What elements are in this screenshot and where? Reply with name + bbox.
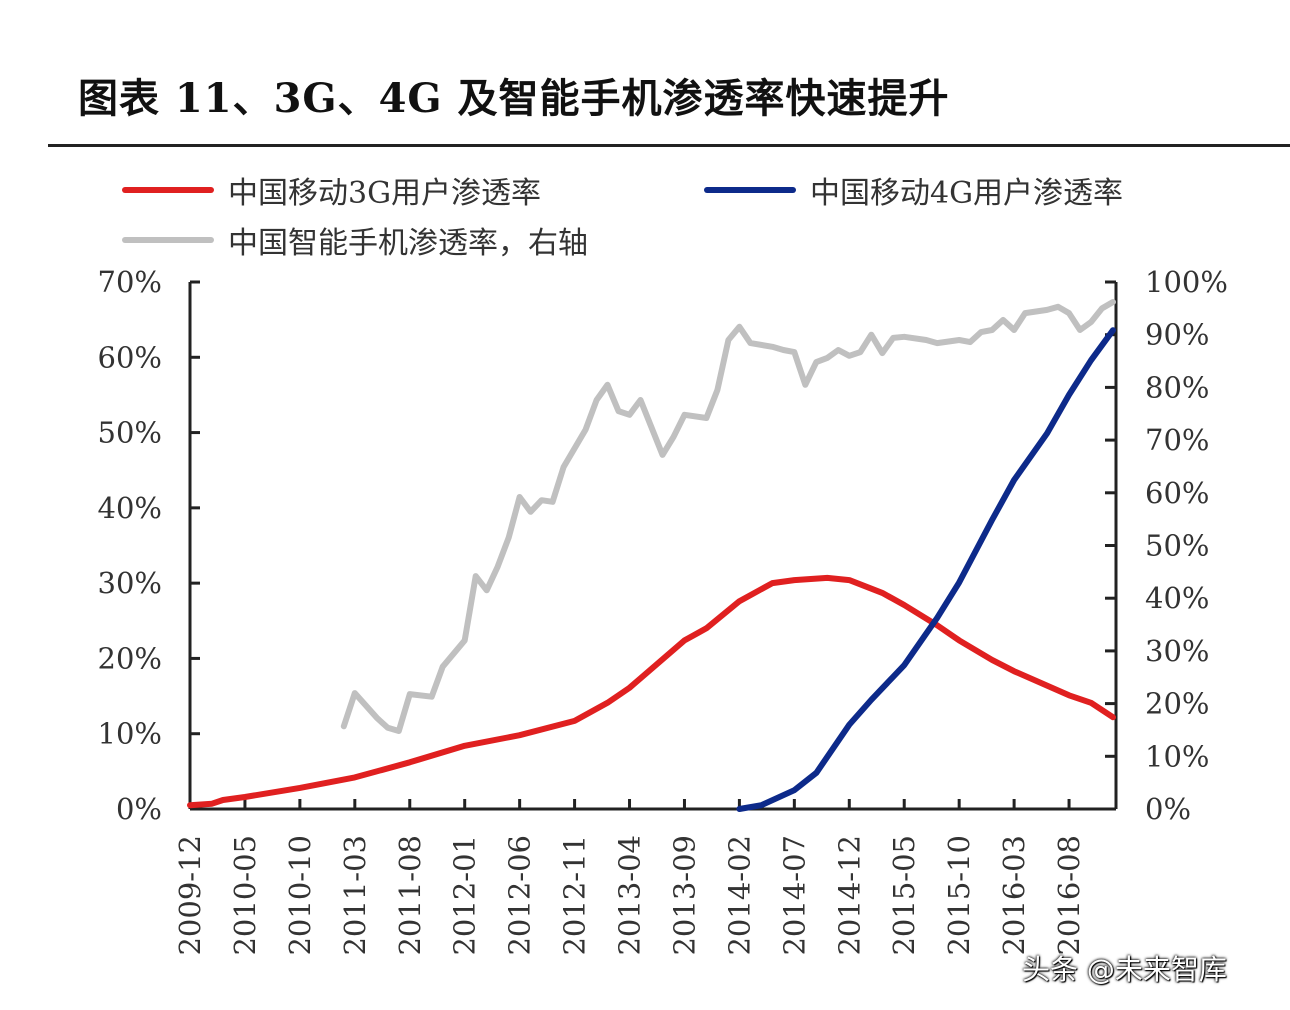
x-tick-label: 2009-12 xyxy=(173,835,207,956)
right-y-tick-label: 30% xyxy=(1145,634,1209,668)
legend-item-smartphone: 中国智能手机渗透率，右轴 xyxy=(122,218,588,262)
right-y-tick-label: 50% xyxy=(1145,529,1209,563)
x-tick-label: 2013-09 xyxy=(667,835,701,956)
right-y-tick-label: 70% xyxy=(1145,423,1209,457)
x-tick-label: 2012-06 xyxy=(503,835,537,956)
left-y-tick-label: 40% xyxy=(98,491,162,525)
x-tick-label: 2016-03 xyxy=(997,835,1031,956)
right-y-tick-label: 80% xyxy=(1145,370,1209,404)
x-tick-label: 2013-04 xyxy=(613,835,647,956)
left-y-tick-label: 60% xyxy=(98,340,162,374)
watermark: 头条 @未来智库 xyxy=(1022,953,1227,986)
left-y-tick-label: 50% xyxy=(98,416,162,450)
x-tick-label: 2015-05 xyxy=(887,835,921,956)
right-y-tick-label: 40% xyxy=(1145,581,1209,615)
legend-label-3g: 中国移动3G用户渗透率 xyxy=(228,176,542,211)
title-divider xyxy=(48,144,1290,147)
legend-swatch-smartphone xyxy=(122,237,214,243)
x-tick-label: 2010-10 xyxy=(283,835,317,956)
left-y-tick-label: 10% xyxy=(98,717,162,751)
x-tick-label: 2014-07 xyxy=(777,835,811,956)
right-y-tick-label: 100% xyxy=(1145,265,1228,299)
legend-swatch-4g xyxy=(704,187,796,193)
legend-item-3g: 中国移动3G用户渗透率 xyxy=(122,168,541,212)
right-y-tick-label: 10% xyxy=(1145,739,1209,773)
legend-swatch-3g xyxy=(122,187,214,193)
right-y-tick-label: 60% xyxy=(1145,476,1209,510)
x-tick-label: 2011-03 xyxy=(338,835,372,956)
legend-label-smartphone: 中国智能手机渗透率，右轴 xyxy=(228,226,588,261)
right-y-tick-label: 0% xyxy=(1145,792,1191,826)
x-tick-label: 2012-11 xyxy=(558,835,592,956)
left-y-tick-label: 30% xyxy=(98,566,162,600)
legend-item-4g: 中国移动4G用户渗透率 xyxy=(704,168,1123,212)
series-line-0 xyxy=(187,574,1116,809)
right-y-tick-label: 90% xyxy=(1145,318,1209,352)
x-tick-label: 2011-08 xyxy=(393,835,427,956)
x-tick-label: 2016-08 xyxy=(1052,835,1086,956)
series-line-2 xyxy=(340,299,1116,734)
series-line-1 xyxy=(736,327,1116,812)
x-tick-label: 2014-02 xyxy=(722,835,756,956)
right-y-tick-label: 20% xyxy=(1145,687,1209,721)
x-tick-label: 2012-01 xyxy=(448,835,482,956)
chart-title: 图表 11、3G、4G 及智能手机渗透率快速提升 xyxy=(78,75,950,122)
x-tick-label: 2014-12 xyxy=(832,835,866,956)
left-y-tick-label: 70% xyxy=(98,265,162,299)
legend-label-4g: 中国移动4G用户渗透率 xyxy=(810,176,1124,211)
x-tick-label: 2015-10 xyxy=(942,835,976,956)
x-tick-label: 2010-05 xyxy=(228,835,262,956)
left-y-tick-label: 20% xyxy=(98,641,162,675)
left-y-tick-label: 0% xyxy=(116,792,162,826)
